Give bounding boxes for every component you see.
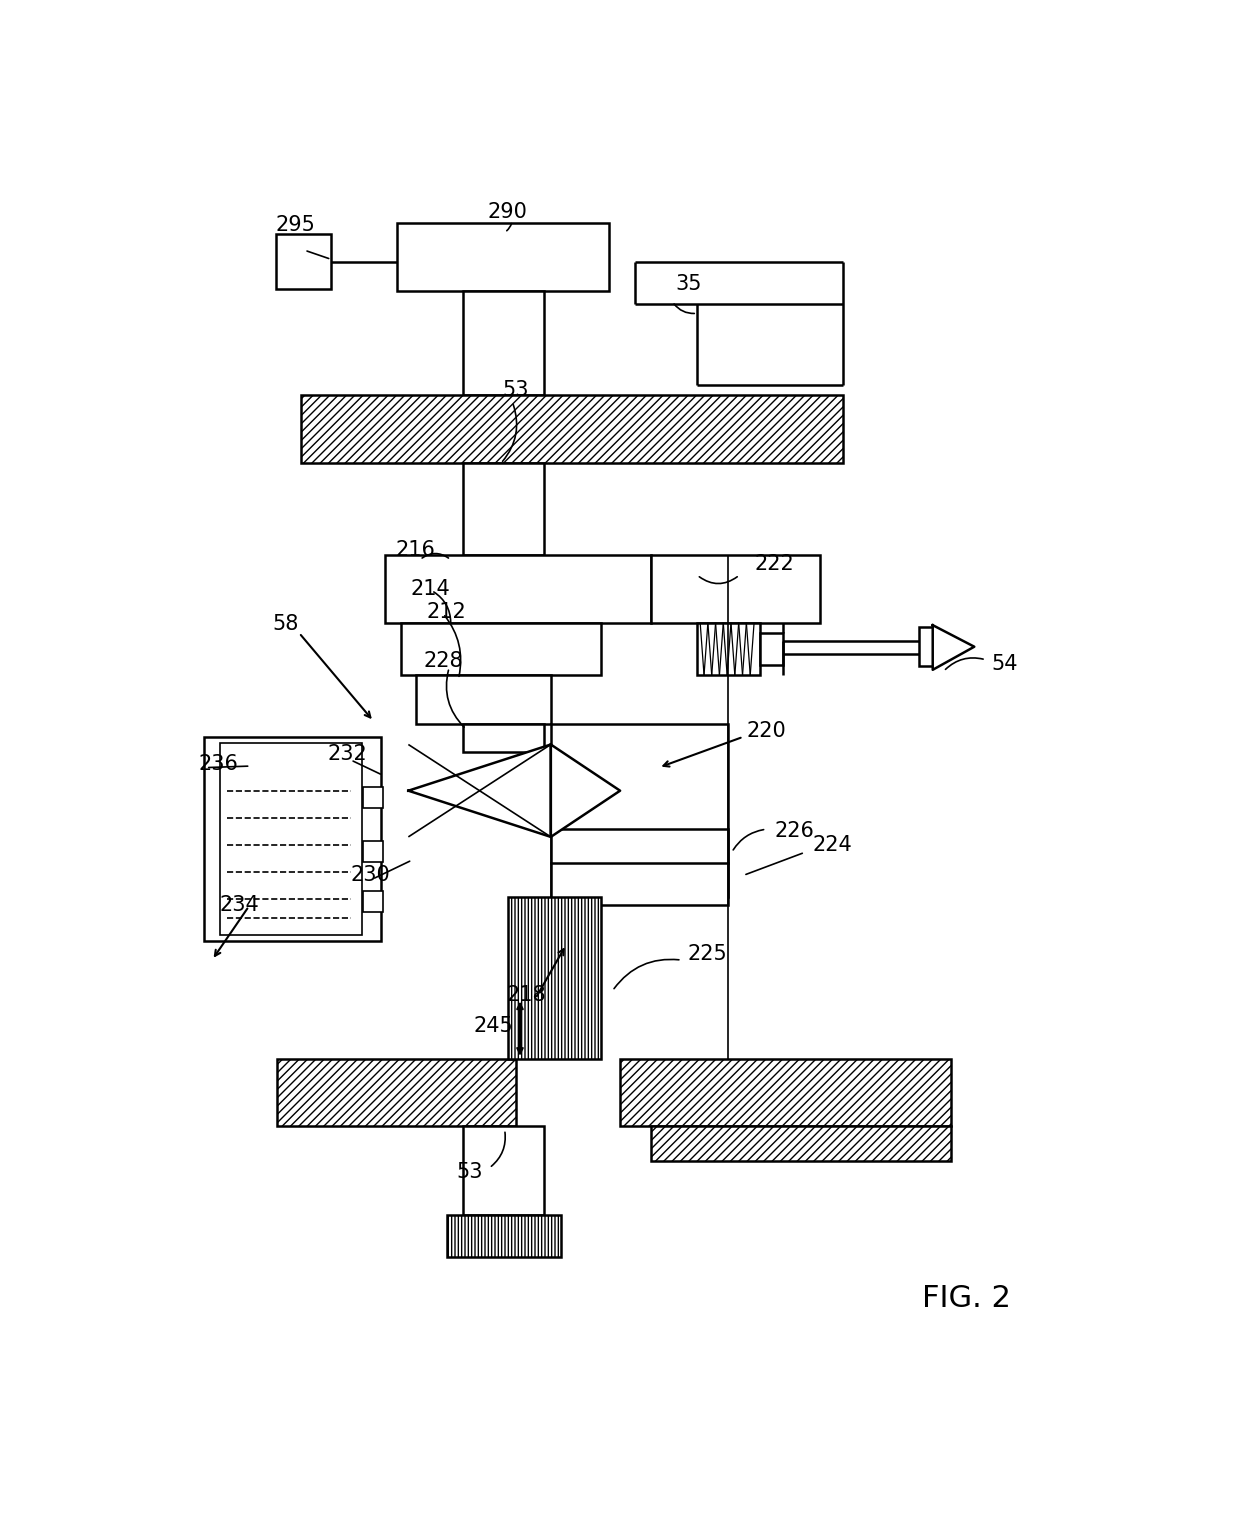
Text: 214: 214: [410, 579, 450, 599]
Bar: [919, 628, 932, 666]
Text: 220: 220: [746, 720, 786, 740]
Bar: [651, 555, 821, 623]
Text: 234: 234: [219, 895, 259, 915]
Bar: [651, 1126, 951, 1161]
Text: FIG. 2: FIG. 2: [923, 1284, 1011, 1313]
Bar: [463, 462, 544, 555]
Text: 212: 212: [427, 602, 466, 622]
Text: 224: 224: [812, 834, 852, 854]
Text: 232: 232: [327, 743, 367, 763]
Bar: [205, 737, 382, 941]
Bar: [278, 1058, 516, 1126]
Text: 53: 53: [456, 1161, 484, 1183]
Bar: [760, 632, 784, 666]
Text: 245: 245: [474, 1015, 513, 1035]
Bar: [446, 1214, 560, 1257]
Bar: [363, 841, 383, 862]
Text: 290: 290: [487, 202, 527, 222]
Bar: [463, 725, 544, 752]
Text: 58: 58: [272, 614, 299, 634]
Bar: [551, 830, 728, 897]
Polygon shape: [551, 745, 620, 838]
Text: 53: 53: [502, 380, 528, 400]
Text: 218: 218: [506, 985, 546, 1005]
Bar: [363, 891, 383, 912]
Bar: [697, 623, 760, 675]
Bar: [551, 863, 728, 906]
Bar: [508, 897, 601, 1058]
Bar: [463, 290, 544, 395]
Bar: [417, 675, 551, 725]
Text: 216: 216: [396, 541, 435, 561]
Text: 226: 226: [774, 821, 813, 841]
Bar: [219, 743, 362, 935]
Bar: [463, 1126, 544, 1214]
Text: 35: 35: [676, 274, 702, 293]
Text: 54: 54: [991, 655, 1018, 675]
Bar: [551, 725, 728, 863]
Polygon shape: [408, 745, 551, 838]
Text: 222: 222: [755, 553, 795, 573]
Bar: [397, 223, 609, 290]
Text: 225: 225: [688, 944, 728, 964]
Bar: [401, 623, 601, 675]
Text: 228: 228: [424, 652, 464, 672]
Bar: [386, 555, 651, 623]
Bar: [300, 395, 843, 462]
Text: 230: 230: [351, 865, 391, 885]
Text: 295: 295: [275, 214, 315, 234]
Polygon shape: [932, 625, 975, 670]
Bar: [363, 787, 383, 809]
Text: 236: 236: [198, 754, 238, 774]
Bar: [277, 234, 331, 289]
Bar: [620, 1058, 951, 1126]
